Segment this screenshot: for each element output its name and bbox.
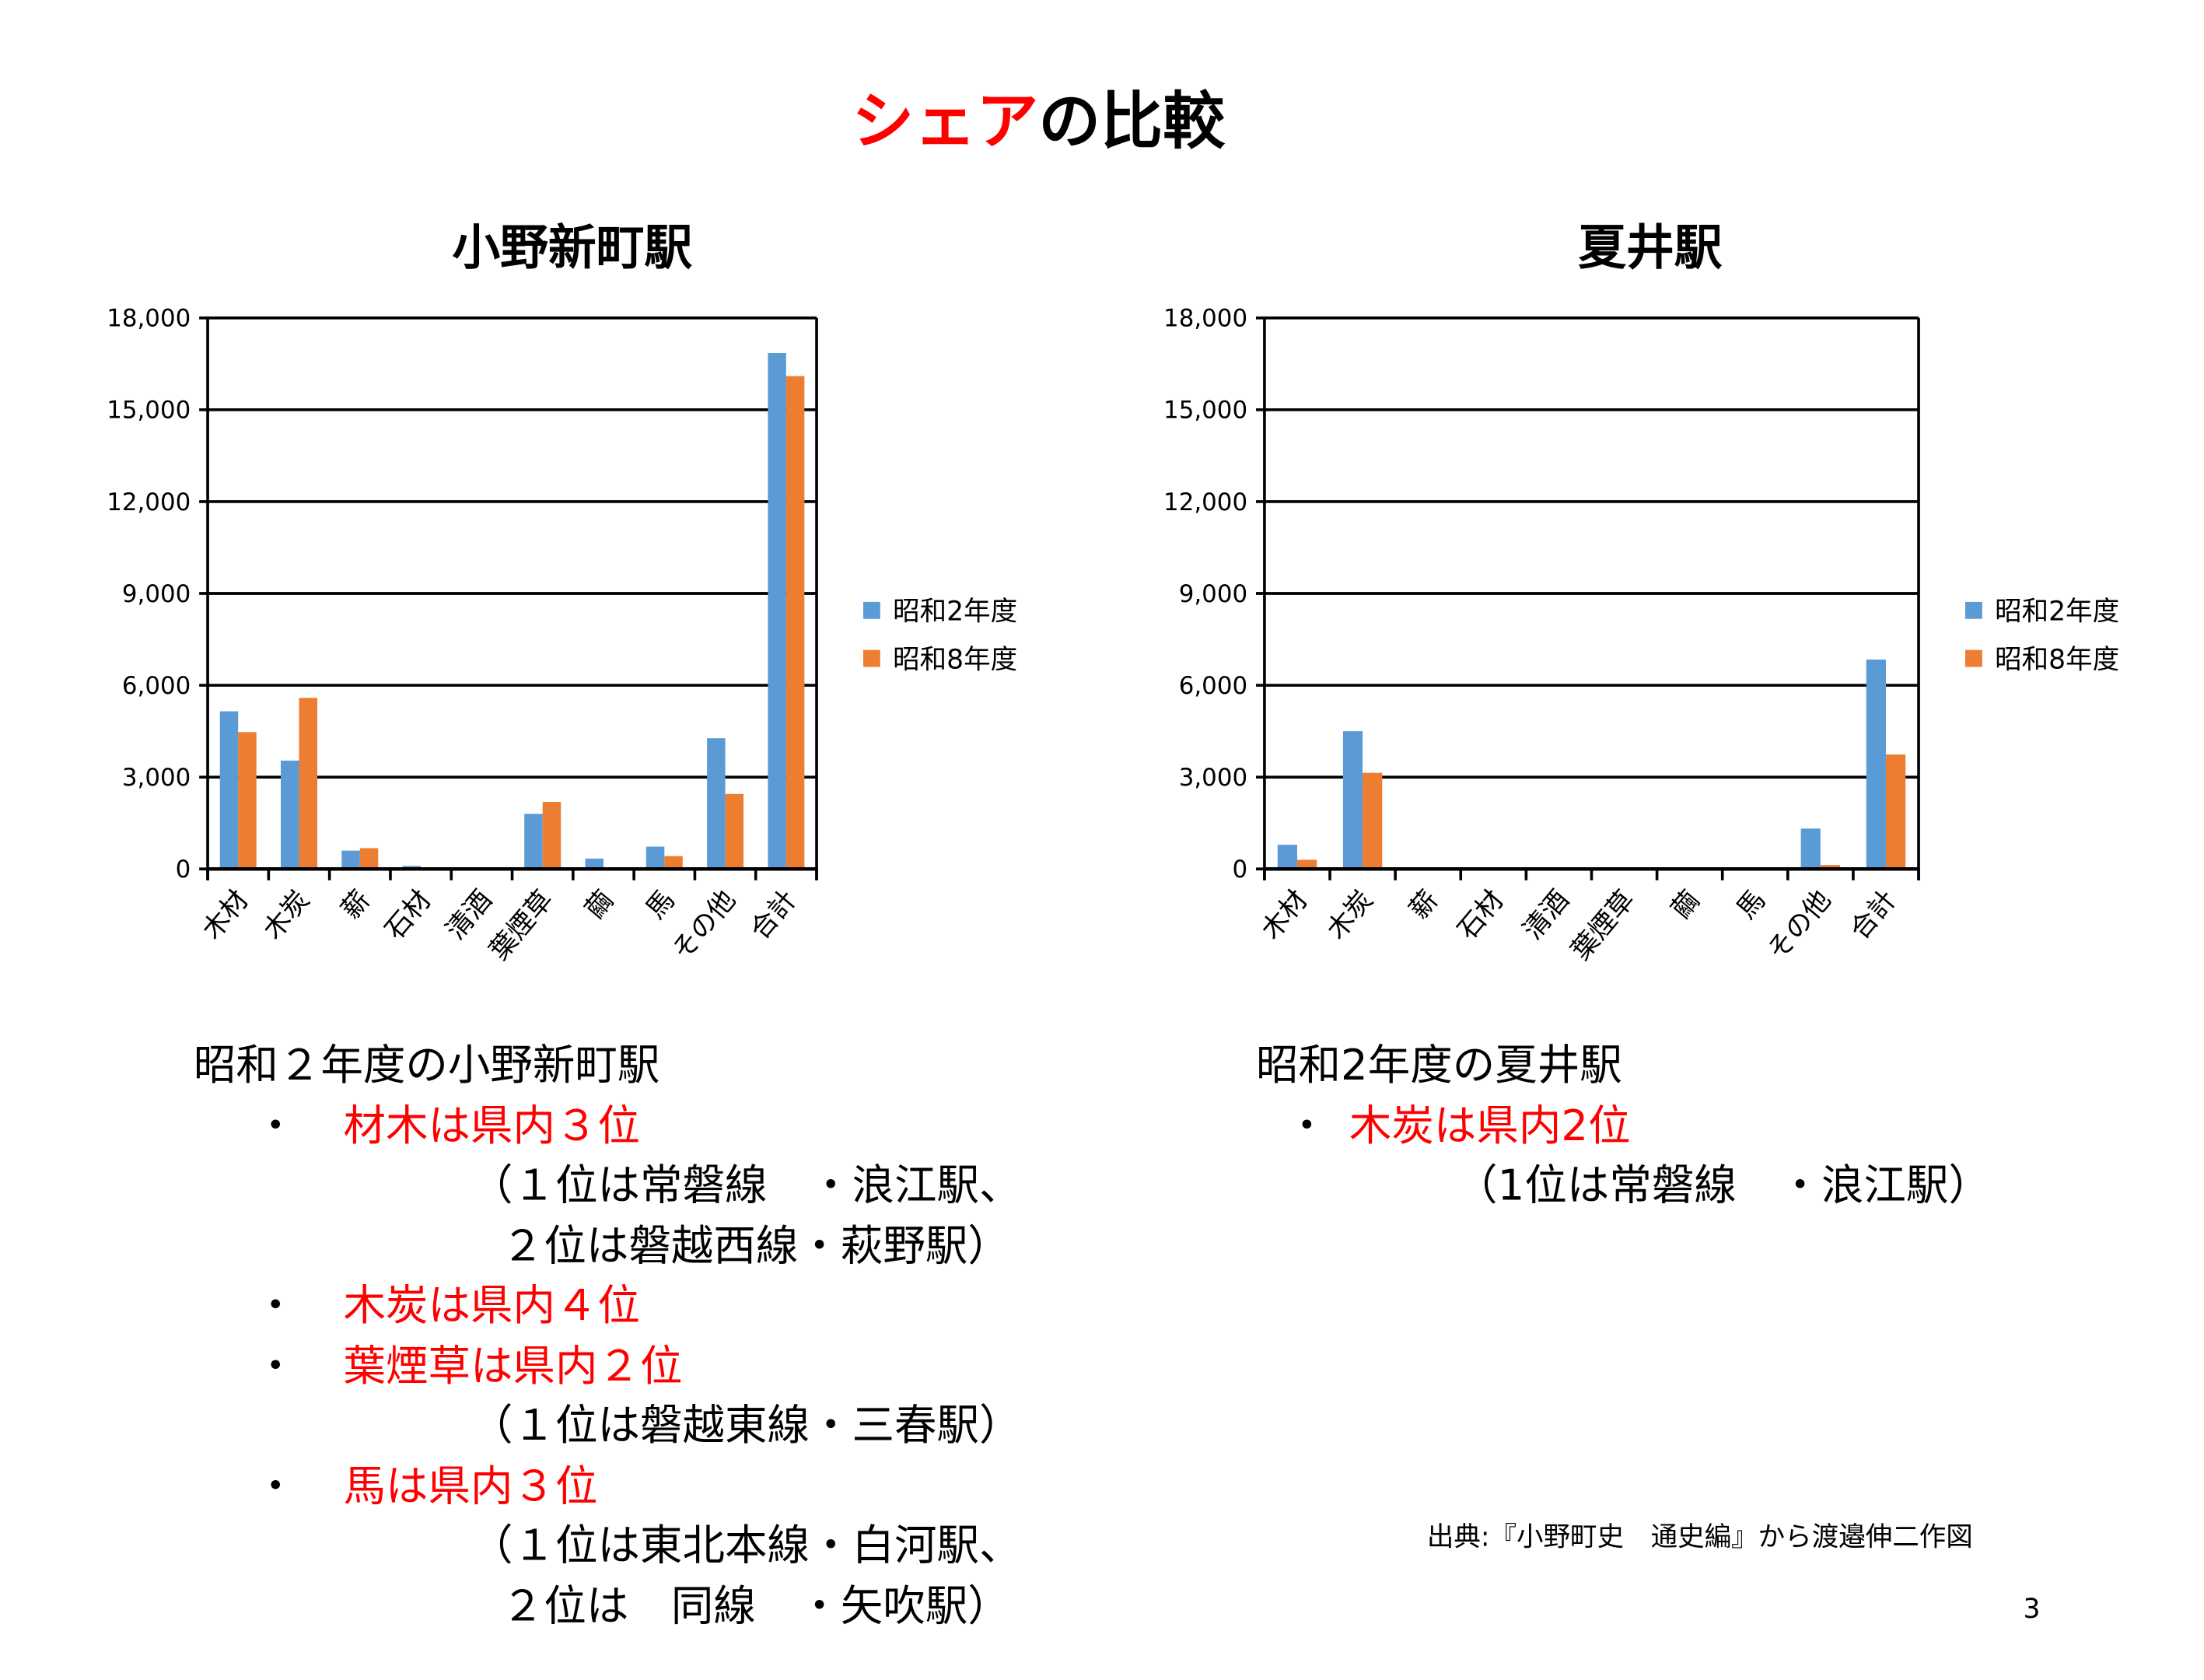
note-item-detail: （1位は常磐線 ・浪江駅） [1455,1161,1991,1211]
x-tick-label: 石材 [1452,884,1510,946]
legend-label: 昭和2年度 [893,597,1017,628]
y-tick-label: 3,000 [1179,764,1247,792]
bar-showa2 [768,353,786,870]
bullet: ・ [1286,1102,1328,1152]
x-tick-label: 繭 [579,884,621,925]
y-tick-label: 18,000 [1163,305,1247,333]
bar-showa2 [341,850,360,870]
legend-swatch [1964,649,1982,667]
left-notes-heading: 昭和２年度の小野新町駅 [193,1041,660,1091]
x-tick-label: 葉煙草 [484,884,559,966]
y-tick-label: 12,000 [1163,488,1247,516]
y-tick-label: 15,000 [107,397,191,425]
bullet: ・ [254,1102,297,1152]
note-item-detail: ２位は磐越西線・萩野駅） [501,1222,1010,1272]
bar-showa2 [1277,845,1297,870]
legend-swatch [862,649,880,667]
y-tick-label: 9,000 [1179,580,1247,608]
slide-title: シェアの比較 [0,71,2077,161]
y-tick-label: 6,000 [122,672,191,700]
bar-showa2 [281,760,299,870]
right-notes-heading: 昭和2年度の夏井駅 [1256,1041,1622,1091]
slide-title-rest: の比較 [1038,86,1226,159]
bar-showa2 [524,814,543,870]
x-tick-label: その他 [666,884,742,966]
x-tick-label: その他 [1761,884,1837,966]
note-item-label: 木炭は県内４位 [343,1281,640,1332]
bar-showa2 [585,858,603,870]
x-tick-label: 合計 [744,884,803,946]
note-item-detail: （１位は磐越東線・三春駅） [470,1402,1022,1451]
x-tick-label: 繭 [1665,884,1706,925]
x-tick-label: 葉煙草 [1566,884,1641,966]
note-item-detail: ２位は 同線 ・矢吹駅） [501,1582,1010,1633]
x-tick-label: 馬 [640,884,681,925]
x-tick-label: 木炭 [257,884,316,946]
source-citation: 出典:『小野町史 通史編』から渡邉伸二作図 [1426,1521,1973,1553]
y-tick-label: 15,000 [1163,397,1247,425]
bullet: ・ [254,1462,297,1512]
legend-swatch [1964,601,1982,619]
bar-showa2 [1866,660,1886,870]
bar-showa8 [542,802,561,870]
note-item-label: 材木は県内３位 [343,1102,640,1152]
bar-showa2 [1342,731,1363,870]
bar-showa8 [1885,754,1906,870]
x-tick-label: 清酒 [440,884,499,946]
note-item-label: 馬は県内３位 [343,1462,598,1512]
bar-showa8 [725,793,744,870]
note-item-detail: （１位は常磐線 ・浪江駅、 [470,1161,1022,1211]
slide-title-highlight: シェア [852,86,1039,159]
note-item-label: 葉煙草は県内２位 [343,1342,683,1392]
x-tick-label: 木炭 [1321,884,1380,946]
legend-label: 昭和2年度 [1995,597,2119,628]
bar-showa8 [359,848,379,870]
y-tick-label: 9,000 [122,580,191,608]
x-tick-label: 合計 [1844,884,1902,946]
page-number: 3 [2023,1594,2041,1626]
x-tick-label: 清酒 [1517,884,1576,946]
bullet: ・ [254,1342,297,1392]
bullet: ・ [254,1281,297,1332]
bar-showa2 [645,846,665,870]
x-tick-label: 石材 [380,884,438,946]
y-tick-label: 6,000 [1179,672,1247,700]
note-item-detail: （１位は東北本線・白河駅、 [470,1521,1022,1572]
bar-showa2 [219,711,239,870]
bar-showa2 [1800,828,1821,870]
bar-showa8 [1363,772,1383,870]
y-tick-label: 0 [1232,856,1247,884]
x-tick-label: 馬 [1730,884,1772,925]
y-tick-label: 18,000 [107,305,191,333]
chart-title-natsui: 夏井駅 [1578,220,1723,278]
x-tick-label: 薪 [1404,884,1445,925]
x-tick-label: 木材 [197,884,255,946]
x-tick-label: 薪 [335,884,376,925]
bar-showa8 [299,698,317,870]
bar-showa8 [664,856,683,870]
x-tick-label: 木材 [1255,884,1314,946]
bar-showa8 [238,732,257,870]
bar-chart-onoshinmachi: 0 3,000 6,000 9,000 12,000 15,000 18,000 木材 木炭薪石… [107,305,1017,967]
legend-label: 昭和8年度 [893,644,1017,675]
bar-showa2 [707,738,726,870]
bar-chart-natsui: 0 3,000 6,000 9,000 12,000 15,000 18,000 木材 木炭薪石… [1163,305,2119,967]
bar-showa8 [1820,865,1841,870]
note-item-label: 木炭は県内2位 [1349,1102,1631,1152]
y-tick-label: 12,000 [107,488,191,516]
legend-swatch [862,601,880,619]
legend-label: 昭和8年度 [1995,644,2119,675]
bar-showa8 [785,376,805,870]
y-tick-label: 0 [176,856,191,884]
bar-showa8 [1296,859,1317,870]
y-tick-label: 3,000 [122,764,191,792]
chart-title-onoshinmachi: 小野新町駅 [452,220,693,278]
